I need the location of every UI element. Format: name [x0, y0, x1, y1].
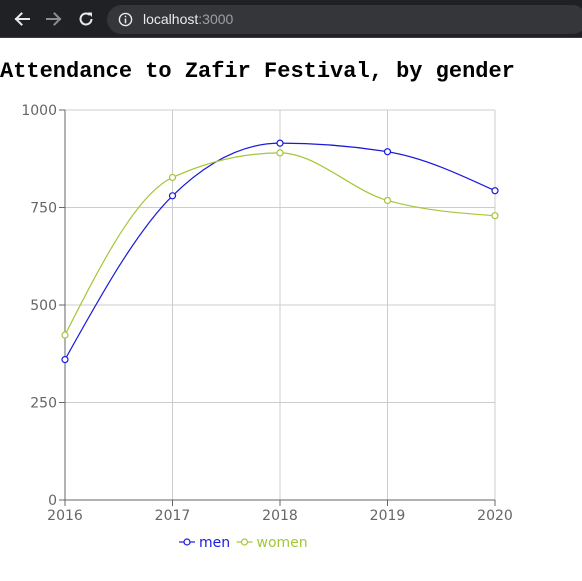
x-tick-label: 2016 — [47, 508, 83, 524]
reload-icon — [79, 12, 93, 26]
x-tick-label: 2017 — [155, 508, 191, 524]
arrow-right-icon — [46, 12, 62, 26]
data-point-women — [61, 331, 69, 339]
y-tick-label: 750 — [30, 201, 57, 217]
url-text: localhost:3000 — [143, 11, 233, 28]
y-tick-label: 1000 — [21, 103, 57, 119]
legend-marker-women — [240, 538, 249, 546]
back-button[interactable] — [9, 6, 35, 32]
url-host: localhost — [143, 11, 199, 27]
data-point-men — [491, 187, 499, 195]
x-tick-label: 2019 — [370, 508, 406, 524]
data-point-men — [168, 192, 177, 200]
series-line-women — [64, 152, 496, 336]
data-point-women — [383, 196, 392, 205]
x-tick-label: 2018 — [262, 508, 298, 524]
y-tick-label: 250 — [30, 396, 57, 412]
data-point-women — [168, 173, 177, 182]
arrow-left-icon — [14, 12, 30, 26]
url-port: :3000 — [198, 11, 234, 27]
address-bar[interactable]: localhost:3000 — [107, 5, 582, 34]
data-point-women — [276, 149, 284, 157]
data-point-women — [491, 212, 499, 220]
info-icon — [118, 12, 133, 27]
y-tick-label: 500 — [30, 298, 57, 314]
chart-title: Attendance to Zafir Festival, by gender — [0, 59, 515, 84]
legend-label-women: women — [257, 535, 308, 551]
data-point-men — [276, 139, 284, 147]
browser-toolbar: localhost:3000 — [0, 0, 582, 38]
legend-label-men: men — [199, 535, 230, 551]
data-point-men — [383, 148, 392, 156]
legend-marker-men — [183, 538, 191, 546]
x-tick-label: 2020 — [477, 508, 513, 524]
series-line-men — [64, 142, 496, 360]
y-tick-label: 0 — [48, 493, 57, 509]
reload-button[interactable] — [73, 6, 99, 32]
data-point-men — [61, 356, 69, 364]
forward-button[interactable] — [41, 6, 67, 32]
